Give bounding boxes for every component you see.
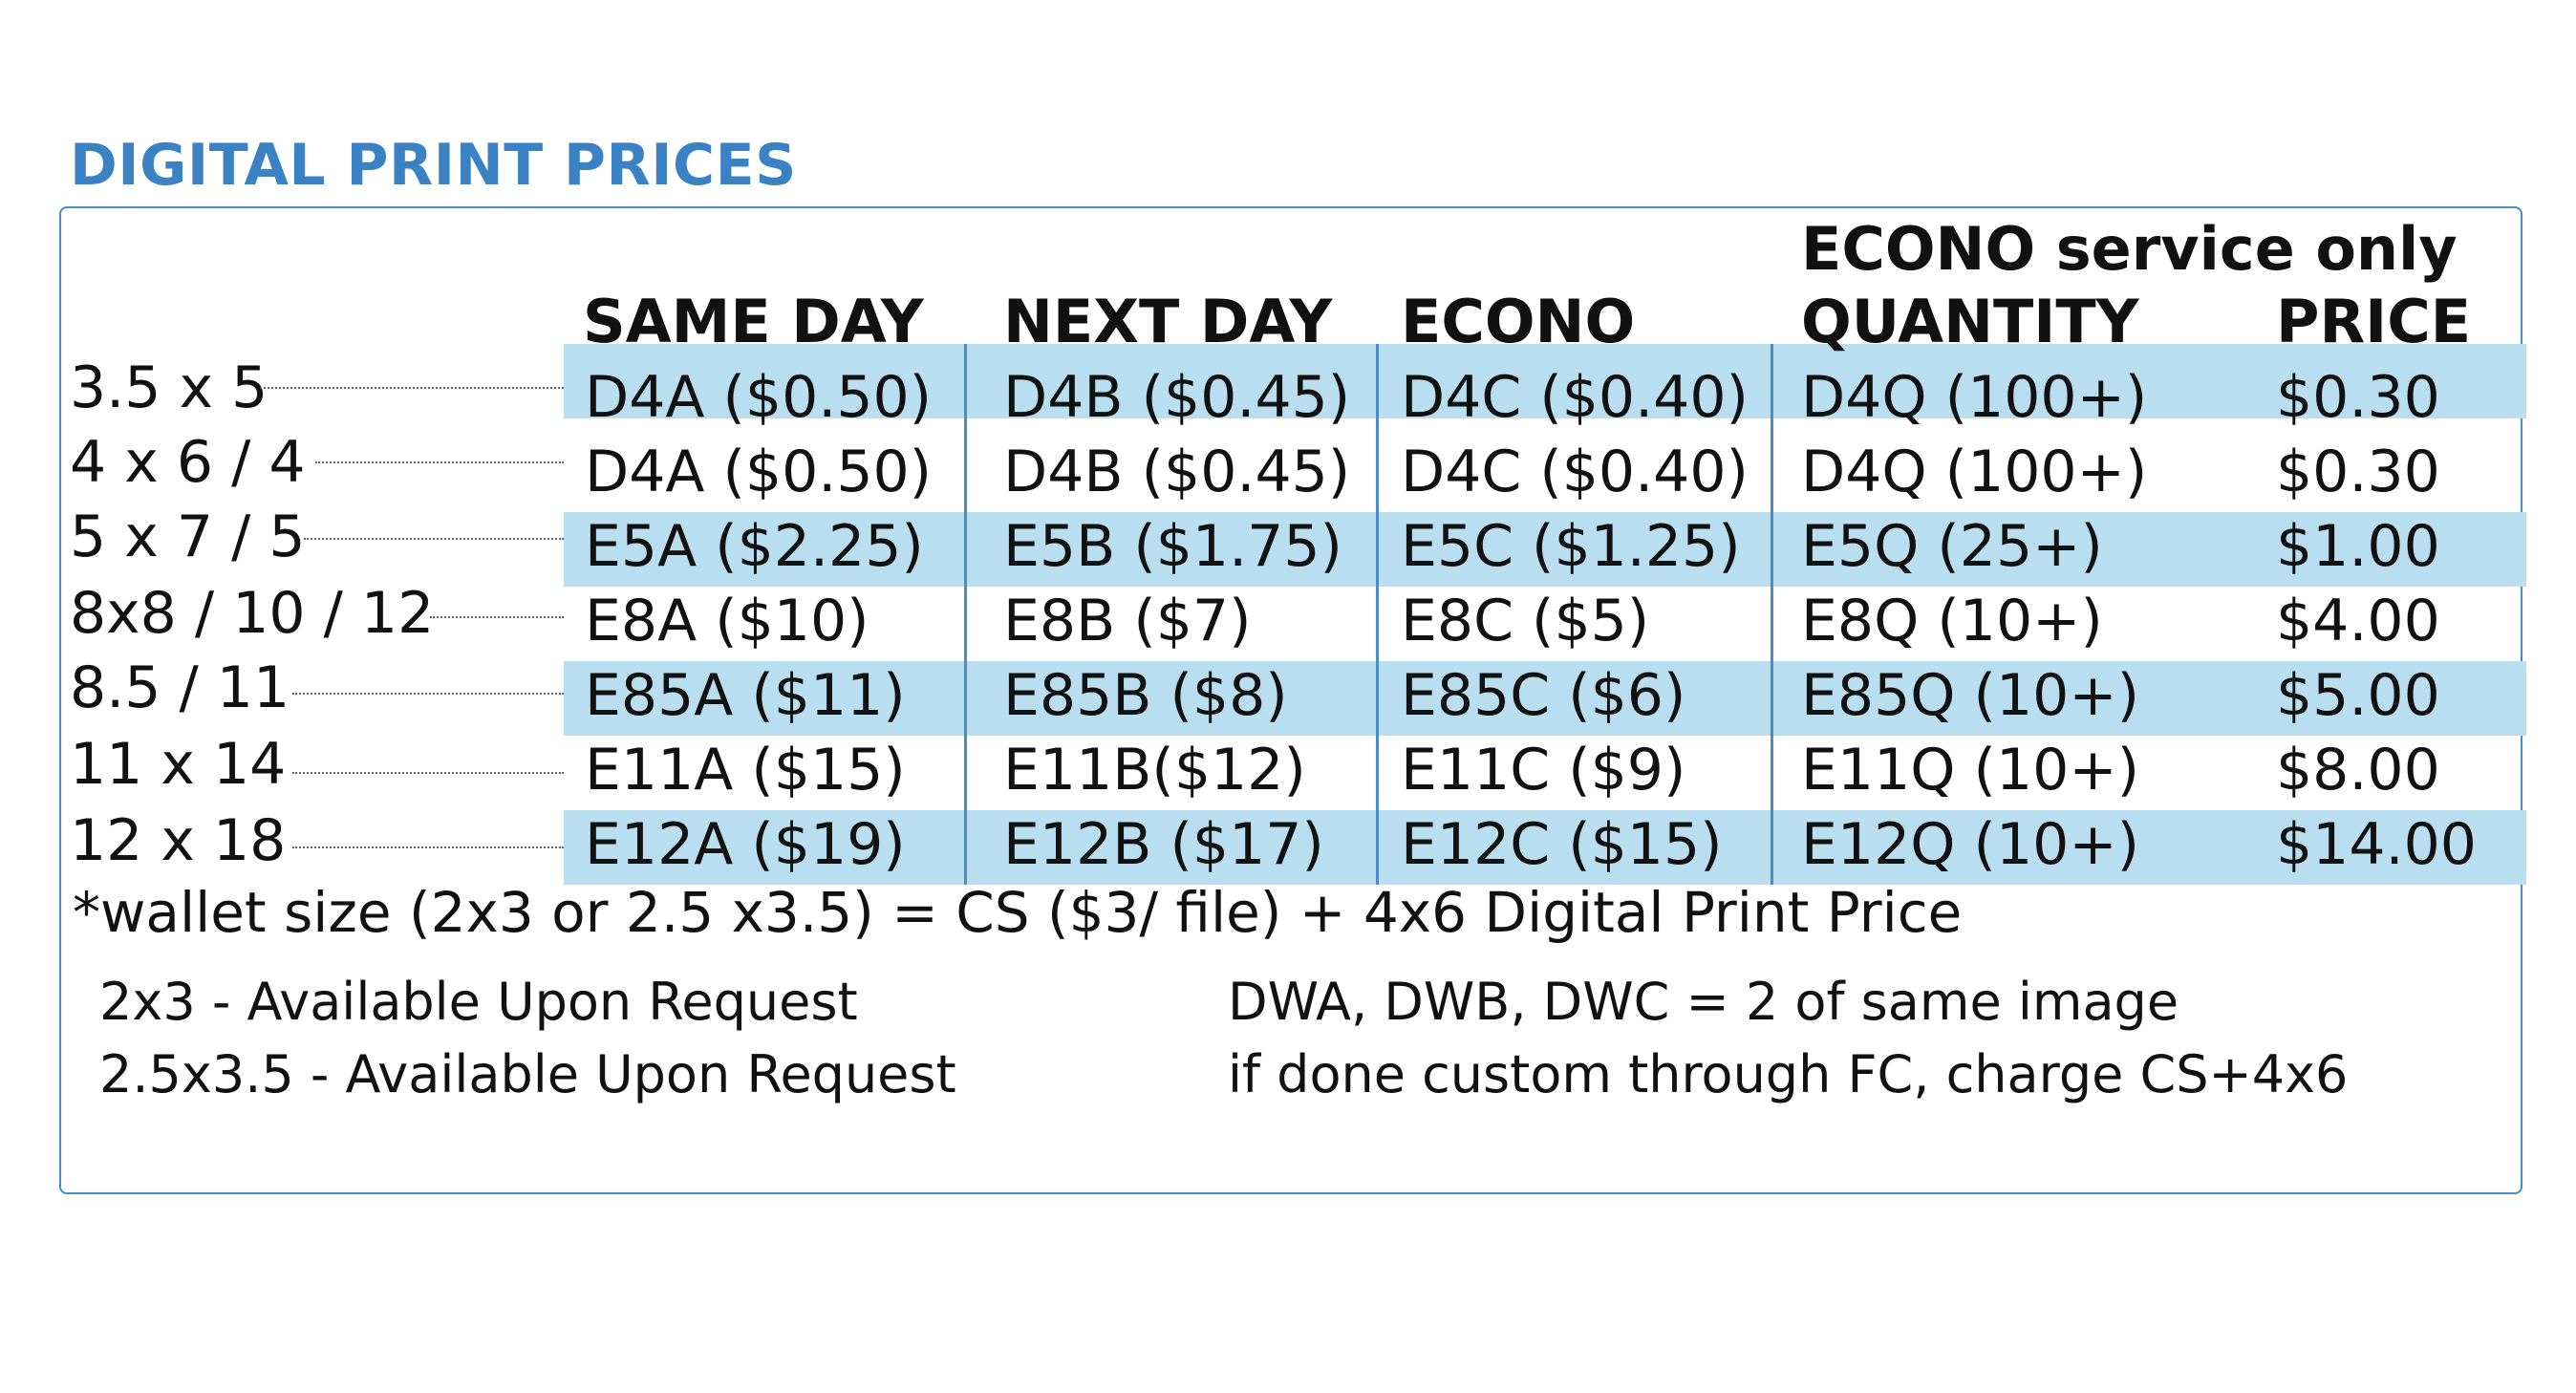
cell-price: $14.00 (2276, 811, 2477, 878)
note-2x3: 2x3 - Available Upon Request (99, 972, 858, 1032)
dotted-leader (292, 693, 564, 695)
cell-same-day: E8A ($10) (585, 588, 869, 654)
cell-econo: E11C ($9) (1401, 737, 1686, 804)
cell-next-day: E12B ($17) (1003, 811, 1324, 878)
econo-service-label: ECONO service only (1801, 214, 2458, 284)
header-price: PRICE (2276, 287, 2472, 356)
dotted-leader (430, 616, 564, 618)
cell-same-day: E85A ($11) (585, 662, 906, 729)
size-label: 12 x 18 (70, 807, 287, 874)
page-title: DIGITAL PRINT PRICES (70, 132, 797, 199)
cell-price: $1.00 (2276, 513, 2440, 580)
cell-next-day: D4B ($0.45) (1003, 439, 1351, 505)
header-econo: ECONO (1401, 287, 1636, 356)
row-band-5 (564, 661, 2526, 736)
size-label: 3.5 x 5 (70, 354, 268, 421)
header-same-day: SAME DAY (583, 287, 924, 356)
cell-quantity: D4Q (100+) (1801, 364, 2148, 431)
size-label: 8x8 / 10 / 12 (70, 580, 435, 647)
column-divider (1376, 344, 1379, 885)
cell-econo: E85C ($6) (1401, 662, 1686, 729)
column-divider (1771, 344, 1773, 885)
cell-quantity: E11Q (10+) (1801, 737, 2139, 804)
cell-same-day: E12A ($19) (585, 811, 906, 878)
cell-econo: D4C ($0.40) (1401, 364, 1749, 431)
cell-quantity: E12Q (10+) (1801, 811, 2139, 878)
size-label: 8.5 / 11 (70, 654, 290, 721)
dotted-leader (304, 538, 564, 540)
cell-same-day: D4A ($0.50) (585, 364, 933, 431)
dotted-leader (292, 847, 564, 848)
size-label: 4 x 6 / 4 (70, 429, 306, 496)
cell-next-day: E8B ($7) (1003, 588, 1252, 654)
cell-econo: E12C ($15) (1401, 811, 1723, 878)
dotted-leader (315, 461, 564, 463)
cell-econo: E5C ($1.25) (1401, 513, 1741, 580)
cell-econo: D4C ($0.40) (1401, 439, 1749, 505)
cell-econo: E8C ($5) (1401, 588, 1650, 654)
cell-quantity: E8Q (10+) (1801, 588, 2103, 654)
cell-same-day: E11A ($15) (585, 737, 906, 804)
cell-price: $4.00 (2276, 588, 2440, 654)
cell-quantity: E85Q (10+) (1801, 662, 2139, 729)
cell-price: $5.00 (2276, 662, 2440, 729)
note-custom-fc: if done custom through FC, charge CS+4x6 (1228, 1044, 2349, 1104)
wallet-size-footnote: *wallet size (2x3 or 2.5 x3.5) = CS ($3/… (73, 880, 1963, 945)
dotted-leader (292, 772, 564, 774)
cell-price: $8.00 (2276, 737, 2440, 804)
row-band-1 (564, 344, 2526, 418)
row-band-7 (564, 810, 2526, 885)
note-2-5x3-5: 2.5x3.5 - Available Upon Request (99, 1044, 956, 1104)
header-next-day: NEXT DAY (1003, 287, 1333, 356)
cell-next-day: D4B ($0.45) (1003, 364, 1351, 431)
cell-price: $0.30 (2276, 364, 2440, 431)
size-label: 5 x 7 / 5 (70, 504, 306, 570)
cell-next-day: E85B ($8) (1003, 662, 1288, 729)
size-label: 11 x 14 (70, 731, 287, 798)
row-band-3 (564, 512, 2526, 587)
cell-next-day: E5B ($1.75) (1003, 513, 1342, 580)
note-dw-codes: DWA, DWB, DWC = 2 of same image (1228, 972, 2179, 1032)
header-quantity: QUANTITY (1801, 287, 2139, 356)
column-divider (964, 344, 967, 885)
cell-same-day: E5A ($2.25) (585, 513, 924, 580)
cell-next-day: E11B($12) (1003, 737, 1306, 804)
cell-quantity: E5Q (25+) (1801, 513, 2103, 580)
cell-quantity: D4Q (100+) (1801, 439, 2148, 505)
dotted-leader (260, 387, 564, 389)
cell-same-day: D4A ($0.50) (585, 439, 933, 505)
cell-price: $0.30 (2276, 439, 2440, 505)
